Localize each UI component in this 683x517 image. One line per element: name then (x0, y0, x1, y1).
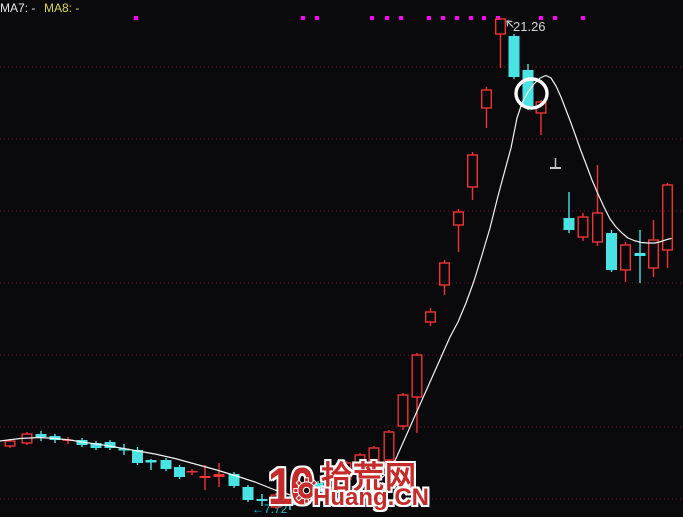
candle-up (648, 239, 660, 269)
signal-dot (581, 16, 585, 20)
signal-dot (301, 16, 305, 20)
low-price-label: ←7.72 (252, 502, 288, 516)
high-pointer-arrow (506, 20, 513, 23)
candle-down (132, 450, 143, 463)
candle-down (160, 460, 172, 469)
candle-down (174, 467, 185, 477)
signal-dot (539, 16, 543, 20)
candle-up (467, 154, 479, 188)
high-price-label: 21.26 (513, 19, 546, 34)
candle-down (508, 36, 520, 77)
signal-dot (315, 16, 319, 20)
signal-dot (134, 16, 138, 20)
candle-down (563, 218, 575, 230)
candle-up (368, 447, 380, 464)
signal-dot (496, 16, 500, 20)
candle-down (228, 474, 240, 486)
candle-down (634, 253, 646, 256)
candle-up (354, 454, 366, 471)
candle-down (145, 460, 157, 463)
candle-up (425, 311, 437, 323)
candle-up (199, 476, 211, 478)
candle-down (35, 434, 47, 437)
signal-dot (553, 16, 557, 20)
signal-dot (482, 16, 486, 20)
circle-annotation (514, 77, 549, 110)
ma7-indicator-label: MA7: - (0, 1, 36, 15)
signal-dot (399, 16, 403, 20)
candle-down (284, 498, 296, 505)
ma-line (0, 74, 672, 502)
candle-up (340, 462, 352, 480)
candle-neutral (550, 167, 561, 169)
candle-up (213, 474, 225, 477)
candle-up (577, 216, 589, 238)
candle-up (383, 431, 395, 461)
candle-up (270, 494, 282, 508)
candle-down (242, 487, 254, 500)
candle-down (104, 442, 116, 448)
signal-dot (427, 16, 431, 20)
signal-dot (370, 16, 374, 20)
candle-down (118, 448, 130, 451)
candle-down (522, 70, 534, 106)
candle-down (90, 443, 102, 448)
candle-down (606, 233, 617, 270)
high-pointer-arrow (506, 20, 514, 28)
candle-up (481, 89, 493, 109)
candle-down (256, 499, 268, 501)
signal-dot (441, 16, 445, 20)
candle-up (4, 440, 16, 447)
candle-up (453, 211, 465, 226)
candle-up (397, 394, 409, 427)
signal-dot (385, 16, 389, 20)
ma8-indicator-label: MA8: - (44, 1, 80, 15)
signal-dot (469, 16, 473, 20)
candle-up (186, 471, 198, 473)
signal-dot (455, 16, 459, 20)
candle-up (495, 18, 507, 35)
candle-up (439, 262, 451, 286)
candle-up (326, 471, 338, 489)
candle-up (620, 244, 632, 271)
candle-up (592, 212, 604, 243)
high-pointer-arrow (506, 20, 509, 27)
candle-up (662, 184, 674, 251)
candle-up (411, 354, 423, 398)
candle-down (312, 483, 324, 492)
